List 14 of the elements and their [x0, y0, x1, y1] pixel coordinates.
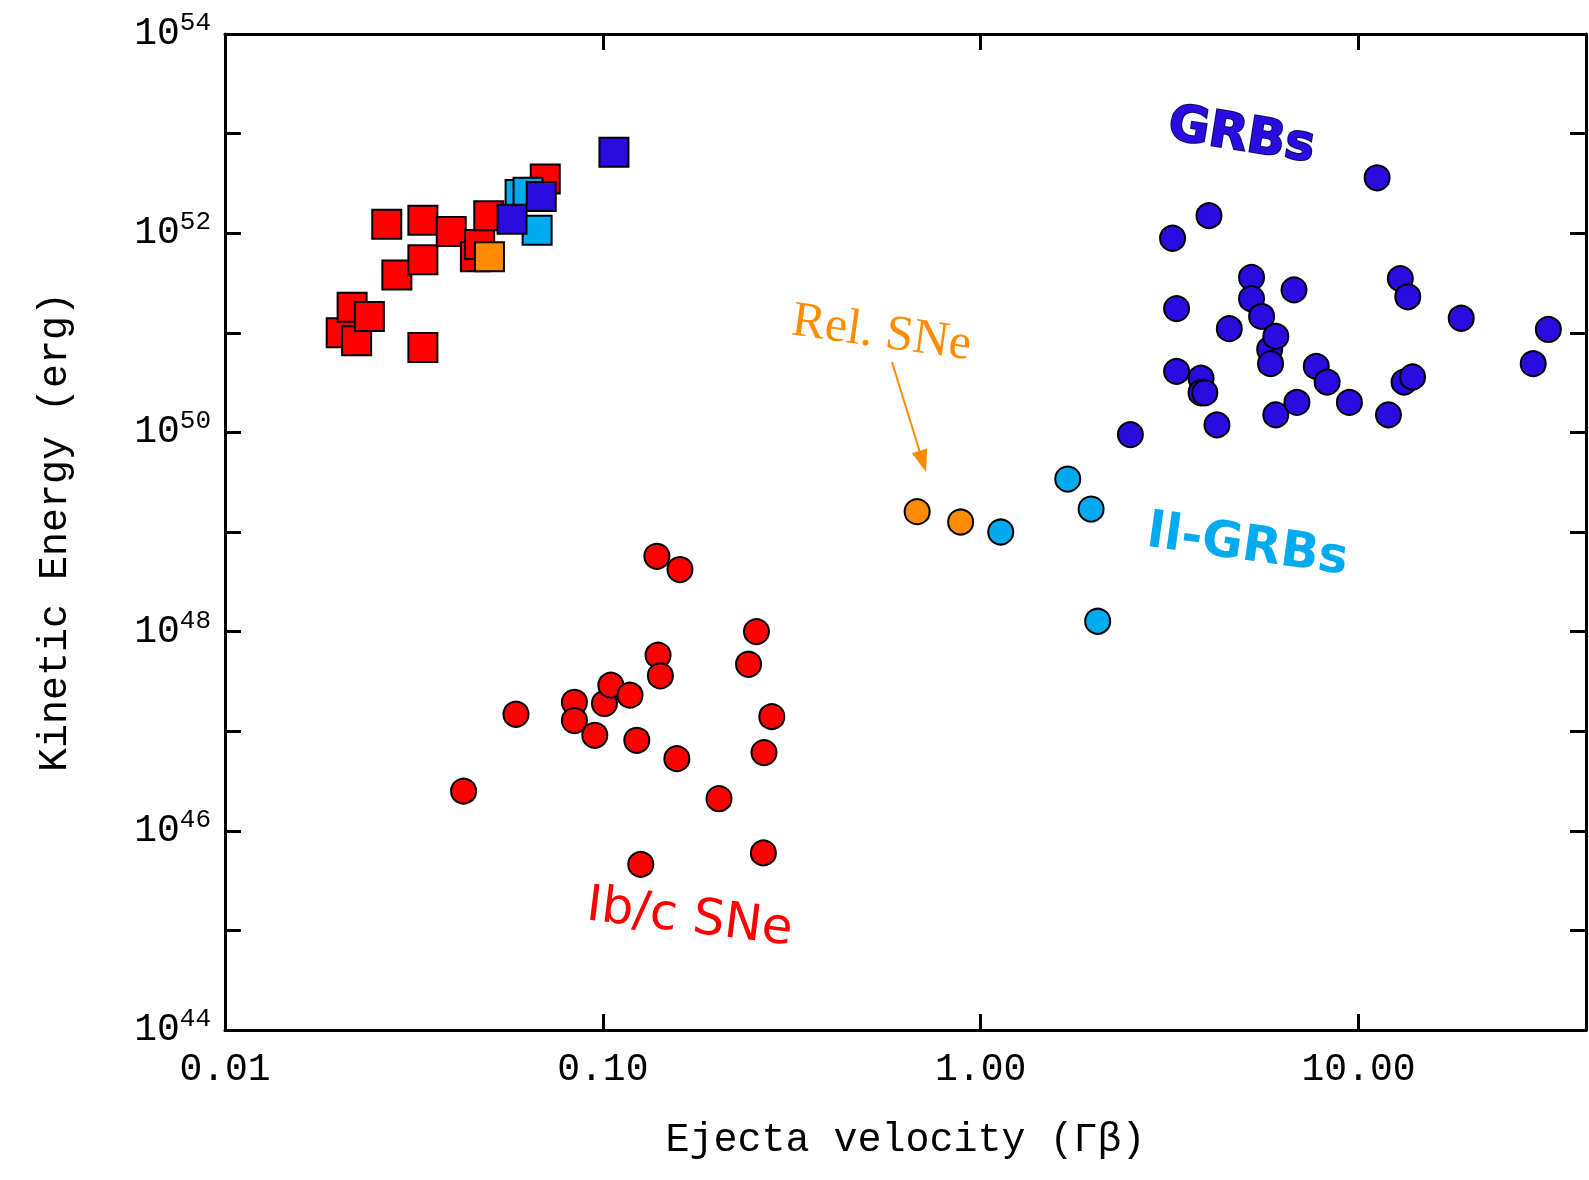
y-tick-label: 10$^{50}$	[134, 406, 211, 455]
text: Ib/c SNe	[583, 873, 797, 957]
x-tick-label: 10.00	[1301, 1047, 1416, 1091]
text: ll-GRBs	[1143, 500, 1353, 586]
text: Rel. SNe	[788, 289, 976, 371]
x-axis-title: Ejecta velocity (Γβ)	[665, 1117, 1146, 1163]
y-tick-label: 10$^{54}$	[134, 8, 211, 56]
y-tick-label: 10$^{46}$	[134, 804, 211, 853]
y-axis-title: Kinetic Energy (erg)	[32, 291, 78, 773]
y-tick-label: 10$^{48}$	[134, 605, 211, 654]
x-tick-label: 1.00	[935, 1047, 1027, 1091]
legend-label: GRBs	[1164, 92, 1320, 174]
y-tick-label: 10$^{52}$	[134, 207, 211, 256]
x-tick-label: 0.10	[557, 1047, 649, 1091]
